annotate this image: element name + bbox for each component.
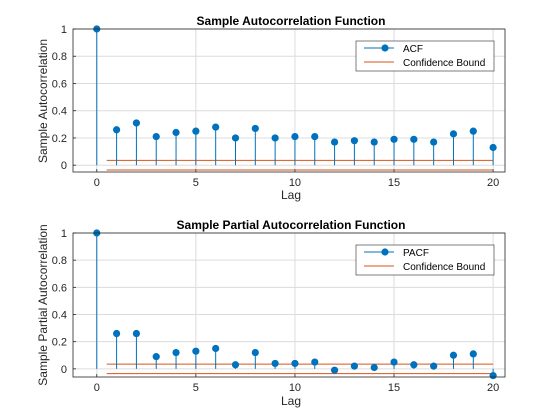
pacf-y-tick-label: 0.8	[52, 255, 67, 267]
pacf-marker-lag-4	[172, 348, 180, 357]
pacf-marker-lag-1	[112, 329, 121, 338]
acf-marker-lag-13	[350, 137, 358, 145]
pacf-legend-series-label: PACF	[403, 248, 429, 259]
pacf-marker-lag-20	[489, 372, 497, 380]
pacf-legend-confidence-label: Confidence Bound	[403, 262, 485, 273]
acf-y-tick-label: 0	[61, 160, 67, 172]
pacf-marker-lag-19	[469, 350, 477, 358]
pacf-x-axis-label: Lag	[281, 394, 301, 408]
pacf-marker-lag-14	[370, 363, 378, 372]
acf-marker-lag-14	[370, 138, 378, 146]
acf-marker-lag-19	[469, 127, 477, 135]
pacf-marker-lag-3	[152, 353, 160, 361]
acf-legend-confidence-label: Confidence Bound	[403, 58, 485, 69]
acf-legend-series-marker	[381, 44, 389, 52]
pacf-legend-series-marker	[381, 248, 389, 256]
acf-marker-lag-18	[449, 130, 458, 138]
pacf-y-tick-label: 0.6	[52, 282, 67, 294]
acf-marker-lag-8	[251, 124, 259, 133]
pacf-axes-frame	[72, 232, 506, 378]
pacf-x-tick-label: 10	[289, 382, 301, 394]
acf-marker-lag-10	[291, 132, 299, 141]
pacf-marker-lag-13	[350, 362, 358, 370]
acf-marker-lag-11	[311, 132, 319, 141]
acf-marker-lag-1	[112, 126, 121, 134]
pacf-y-tick-label: 0.2	[52, 337, 67, 349]
pacf-x-tick-label: 0	[94, 382, 100, 394]
acf-marker-lag-20	[489, 143, 497, 152]
pacf-chart: Sample Partial Autocorrelation Function …	[36, 218, 506, 408]
acf-marker-lag-5	[192, 127, 200, 135]
pacf-y-tick-label: 0.4	[52, 310, 67, 322]
pacf-marker-lag-2	[132, 329, 141, 338]
acf-x-tick-label: 20	[487, 177, 499, 189]
acf-marker-lag-9	[271, 134, 279, 142]
pacf-y-axis-label: Sample Partial Autocorrelation	[36, 224, 50, 385]
acf-marker-lag-16	[410, 135, 418, 143]
pacf-marker-lag-6	[212, 344, 220, 353]
pacf-legend-box	[355, 244, 495, 276]
acf-x-tick-label: 5	[193, 177, 199, 189]
pacf-marker-lag-15	[390, 358, 398, 366]
acf-y-tick-label: 1	[61, 24, 67, 36]
acf-y-tick-label: 0.2	[52, 133, 67, 145]
acf-legend: ACF Confidence Bound	[355, 40, 495, 72]
acf-marker-lag-7	[231, 134, 240, 142]
pacf-marker-lag-10	[291, 359, 299, 368]
acf-marker-lag-12	[330, 138, 339, 146]
pacf-marker-lag-16	[410, 361, 418, 369]
pacf-y-tick-label: 1	[61, 228, 67, 240]
acf-x-tick-label: 10	[289, 177, 301, 189]
acf-chart: Sample Autocorrelation Function Lag Samp…	[36, 14, 506, 202]
pacf-marker-lag-18	[449, 351, 458, 359]
pacf-marker-lag-12	[330, 366, 339, 374]
acf-y-tick-label: 0.4	[52, 106, 67, 118]
pacf-x-tick-label: 20	[487, 382, 499, 394]
pacf-marker-lag-8	[251, 348, 259, 357]
acf-marker-lag-17	[430, 138, 438, 146]
acf-x-tick-label: 15	[388, 177, 400, 189]
acf-x-axis-label: Lag	[281, 188, 301, 202]
pacf-legend: PACF Confidence Bound	[355, 244, 495, 276]
acf-marker-lag-15	[390, 135, 398, 143]
pacf-chart-title: Sample Partial Autocorrelation Function	[177, 218, 406, 232]
acf-x-tick-label: 0	[94, 177, 100, 189]
acf-legend-box	[355, 40, 495, 72]
pacf-marker-lag-17	[430, 362, 438, 370]
pacf-marker-lag-7	[231, 361, 240, 369]
pacf-marker-lag-9	[271, 359, 279, 368]
acf-marker-lag-4	[172, 128, 180, 137]
pacf-x-tick-label: 5	[193, 382, 199, 394]
pacf-x-tick-label: 15	[388, 382, 400, 394]
pacf-y-tick-label: 0	[61, 364, 67, 376]
acf-marker-lag-2	[132, 119, 141, 127]
acf-legend-series-label: ACF	[403, 44, 423, 55]
acf-y-axis-label: Sample Autocorrelation	[36, 39, 50, 163]
pacf-marker-lag-11	[311, 358, 319, 366]
acf-marker-lag-3	[152, 132, 160, 141]
acf-y-tick-label: 0.6	[52, 78, 67, 90]
acf-y-tick-label: 0.8	[52, 51, 67, 63]
acf-chart-title: Sample Autocorrelation Function	[197, 14, 386, 28]
pacf-marker-lag-5	[192, 347, 200, 355]
acf-axes-frame	[72, 28, 506, 173]
acf-marker-lag-6	[212, 123, 220, 131]
